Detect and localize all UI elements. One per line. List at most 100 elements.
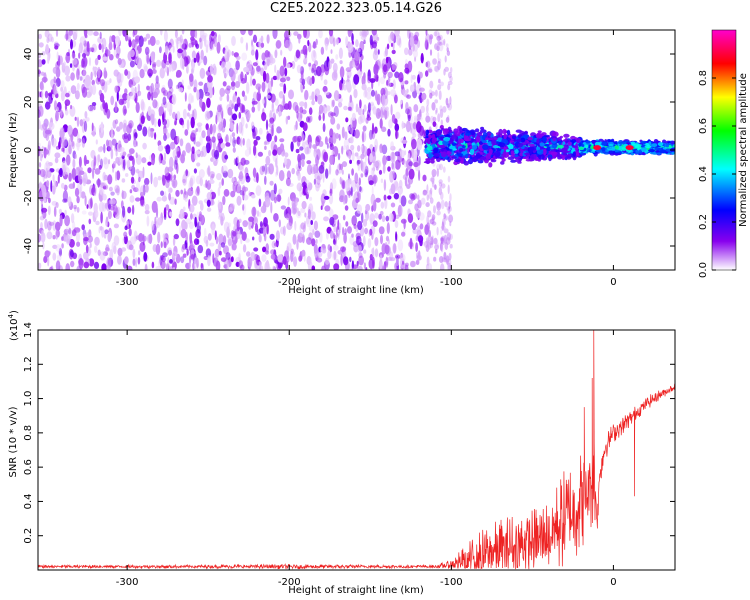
x-tick-label: -300 [116,277,139,288]
spectrogram-cell [415,242,418,253]
spectrogram-cell [129,49,135,58]
spectrogram-cell [40,124,45,131]
spectrogram-cell [419,223,424,230]
spectrogram-cell [310,220,314,225]
spectrogram-heatmap [38,30,675,270]
spectrogram-cell [440,263,445,270]
spectrogram-cell [539,142,545,147]
spectrogram-cell [386,222,390,235]
spectrogram-cell [152,69,157,74]
snr-panel: -300 -200 -100 00.20.40.60.81.01.21.4 Heigh… [7,310,676,596]
spectrogram-cell [178,87,184,93]
spectrogram-cell [359,40,365,52]
spectrogram-cell [485,153,491,160]
spectrogram-cell [103,143,106,154]
spectrogram-cell [67,196,72,207]
spectrogram-cell [42,170,45,182]
spectrogram-cell [160,260,166,270]
spectrogram-cell [189,232,193,244]
spectrogram-cell [80,63,86,68]
spectrogram-cell [449,129,453,133]
spectrogram-cell [91,79,96,86]
spectrogram-cell [65,75,71,82]
spectrogram-cell [168,249,172,256]
spectrogram-cell [416,160,421,167]
spectrogram-cell [195,175,202,185]
spectrogram-cell [175,189,180,197]
spectrogram-cell [427,210,432,218]
spectrogram-cell [220,242,225,248]
spectrogram-cell [351,33,354,43]
spectrogram-cell [367,86,372,92]
spectrogram-cell [478,131,483,135]
spectrogram-cell [296,182,303,192]
spectrogram-cell [342,145,347,151]
spectrogram-cell [206,199,211,207]
spectrogram-cell [446,30,450,35]
spectrogram-cell [433,31,438,37]
spectrogram-cell [372,160,376,173]
spectrogram-cell [179,38,186,51]
spectrogram-cell [224,136,228,143]
spectrogram-cell [70,260,75,268]
spectrogram-cell [93,105,96,111]
spectrogram-cell [333,250,337,261]
spectrogram-cell [147,68,154,77]
spectrogram-cell [184,244,188,250]
spectrogram-cell [410,260,416,268]
spectrogram-cell [363,104,367,112]
spectrogram-cell [378,213,382,220]
spectrogram-cell [173,233,179,240]
spectrogram-cell [507,156,515,160]
spectrogram-cell [369,34,373,46]
spectrogram-cell [556,151,560,158]
spectrogram-cell [384,106,389,111]
spectrogram-cell [120,73,124,83]
spectrogram-cell [163,152,167,162]
spectrogram-cell [361,130,365,143]
spectrogram-cell [141,157,147,164]
spectrogram-cell [164,45,169,56]
spectrogram-cell [264,233,267,242]
spectrogram-cell [332,244,339,251]
spectrogram-cell [154,216,157,226]
spectrogram-cell [260,205,267,214]
spectrogram-cell [150,82,155,94]
spectrogram-cell [382,155,387,166]
spectrogram-cell [304,101,308,110]
spectrogram-cell [38,262,42,269]
spectrogram-cell [127,206,132,214]
spectrogram-cell [252,78,256,86]
spectrogram-cell [41,59,46,65]
spectrogram-cell [227,106,233,116]
spectrogram-cell [244,149,250,157]
spectrogram-cell [163,128,168,134]
spectrogram-cell [210,30,215,37]
spectrogram-cell [232,147,236,153]
spectrogram-cell [168,192,172,201]
spectrogram-cell [284,67,288,77]
spectrogram-cell [435,248,438,254]
spectrogram-cell [293,256,298,267]
spectrogram-cell [365,91,372,100]
spectrogram-cell [369,228,373,236]
spectrogram-cell [357,106,362,116]
spectrogram-cell [181,43,187,50]
spectrogram-cell [369,253,373,261]
spectrogram-cell [162,96,167,106]
spectrogram-cell [211,136,216,143]
spectrogram-cell [137,83,140,93]
spectrogram-cell [529,148,533,155]
spectrogram-cell [364,165,369,176]
spectrogram-cell [206,111,213,119]
spectrogram-cell [412,133,417,138]
spectrogram-cell [272,30,278,39]
spectrogram-cell [320,193,326,205]
spectrogram-cell [140,99,145,111]
spectrogram-cell [340,253,343,266]
spectrogram-cell [88,218,92,225]
spectrogram-cell [633,143,640,148]
spectrogram-cell [47,33,53,42]
spectrogram-cell [147,106,152,116]
spectrogram-cell [217,243,221,253]
